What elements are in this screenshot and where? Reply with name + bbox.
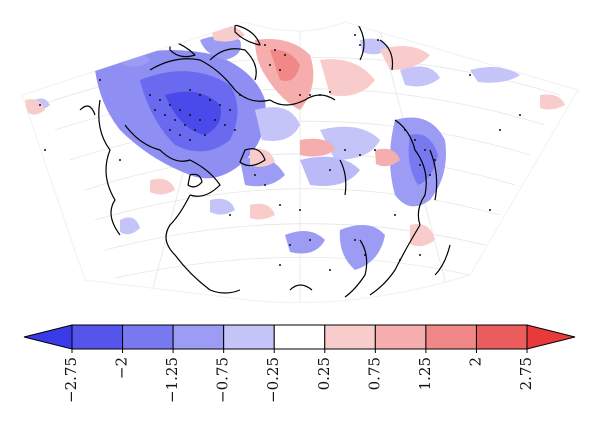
significance-stippling: [39, 34, 521, 271]
colorbar-bin: [425, 324, 477, 350]
negative-anomaly-fields: [35, 36, 520, 270]
colorbar-bin: [122, 324, 174, 350]
colorbar-bin: [324, 324, 376, 350]
colorbar-tick-label: −0.75: [214, 357, 232, 403]
colorbar-tick-label: −1.25: [163, 357, 181, 403]
colorbar-bin: [223, 324, 275, 350]
coastlines: [79, 22, 451, 298]
map-panel: [21, 21, 579, 304]
colorbar-tick-label: −2.75: [62, 357, 80, 403]
colorbar-extend-low: [23, 324, 73, 350]
colorbar-tick-label: 1.25: [416, 357, 434, 390]
colorbar-bin: [273, 324, 326, 350]
colorbar-extend-high: [526, 324, 576, 350]
colorbar-bin: [475, 324, 528, 350]
colorbar-tick-label: −0.25: [264, 357, 282, 403]
colorbar-tick-label: 2.75: [517, 357, 535, 390]
colorbar-bin: [374, 324, 427, 350]
colorbar-tick-label: 0.25: [315, 357, 333, 390]
positive-anomaly-fields: [25, 24, 565, 247]
colorbar-tick-label: 2: [466, 357, 484, 367]
colorbar-bin: [172, 324, 225, 350]
colorbar: −2.75 −2 −1.25 −0.75 −0.25 0.25 0.75 1.25 2 2.75: [23, 324, 576, 403]
colorbar-bin: [71, 324, 124, 350]
colorbar-tick-label: −2: [113, 357, 131, 379]
colorbar-tick-label: 0.75: [365, 357, 383, 390]
